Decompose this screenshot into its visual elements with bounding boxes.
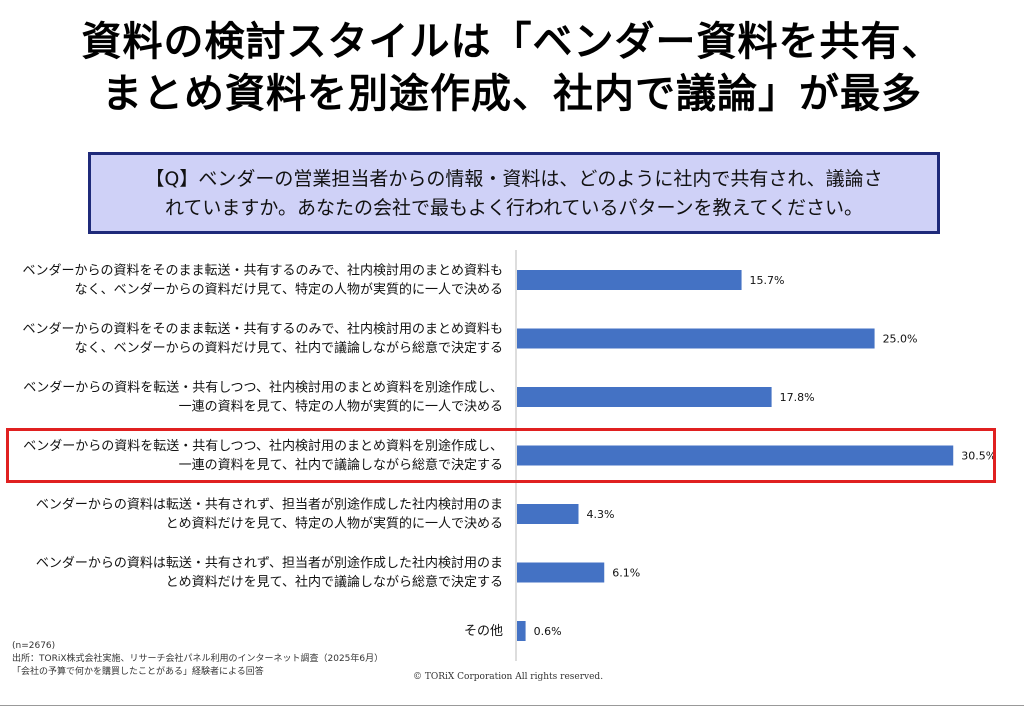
category-label-5-line-2: とめ資料だけを見て、特定の人物が実質的に一人で決める bbox=[166, 516, 503, 532]
question-line-2: れていますか。あなたの会社で最もよく行われているパターンを教えてください。 bbox=[164, 197, 864, 219]
bar-5 bbox=[517, 504, 579, 524]
category-label-6-line-1: ベンダーからの資料は転送・共有されず、担当者が別途作成した社内検討用のま bbox=[36, 555, 503, 571]
highlight-frame bbox=[6, 428, 996, 483]
category-label-7-line-1: その他 bbox=[464, 624, 503, 639]
category-label-4-line-2: 一連の資料を見て、社内で議論しながら総意で決定する bbox=[179, 457, 503, 473]
value-label-1: 15.7% bbox=[750, 274, 785, 287]
value-label-4: 30.5% bbox=[961, 450, 996, 463]
bar-6 bbox=[517, 562, 605, 583]
respondents-note: 「会社の予算で何かを購買したことがある」経験者による回答 bbox=[12, 667, 264, 677]
bar-4 bbox=[517, 445, 954, 466]
value-label-6: 6.1% bbox=[612, 567, 640, 580]
bar-2 bbox=[517, 328, 875, 349]
footer-notes: (n=2676) 出所：TORiX株式会社実施、リサーチ会社パネル利用のインター… bbox=[12, 640, 383, 679]
category-label-1-line-1: ベンダーからの資料をそのまま転送・共有するのみで、社内検討用のまとめ資料も bbox=[23, 263, 503, 279]
value-label-7: 0.6% bbox=[534, 625, 562, 638]
title-line-1: 資料の検討スタイルは「ベンダー資料を共有、 bbox=[81, 19, 943, 65]
title-line-2: まとめ資料を別途作成、社内で議論」が最多 bbox=[102, 71, 922, 117]
category-label-2-line-1: ベンダーからの資料をそのまま転送・共有するのみで、社内検討用のまとめ資料も bbox=[23, 321, 503, 337]
bottom-divider bbox=[0, 705, 1024, 706]
category-label-6-line-2: とめ資料だけを見て、社内で議論しながら総意で決定する bbox=[166, 574, 503, 590]
category-label-3-line-2: 一連の資料を見て、特定の人物が実質的に一人で決める bbox=[179, 399, 503, 415]
copyright-notice: © TORiX Corporation All rights reserved. bbox=[413, 672, 604, 682]
page-title: 資料の検討スタイルは「ベンダー資料を共有、 まとめ資料を別途作成、社内で議論」が… bbox=[0, 16, 1024, 120]
bar-1 bbox=[517, 270, 742, 290]
bar-3 bbox=[517, 387, 772, 407]
category-label-4-line-1: ベンダーからの資料を転送・共有しつつ、社内検討用のまとめ資料を別途作成し、 bbox=[23, 438, 503, 454]
sample-size-note: (n=2676) bbox=[12, 641, 56, 651]
category-label-5-line-1: ベンダーからの資料は転送・共有されず、担当者が別途作成した社内検討用のま bbox=[36, 497, 503, 513]
question-line-1: 【Q】ベンダーの営業担当者からの情報・資料は、どのように社内で共有され、議論さ bbox=[145, 168, 883, 190]
category-label-2-line-2: なく、ベンダーからの資料だけ見て、社内で議論しながら総意で決定する bbox=[75, 340, 503, 356]
category-label-1-line-2: なく、ベンダーからの資料だけ見て、特定の人物が実質的に一人で決める bbox=[75, 282, 503, 298]
question-box: 【Q】ベンダーの営業担当者からの情報・資料は、どのように社内で共有され、議論さ … bbox=[88, 152, 940, 234]
category-label-3-line-1: ベンダーからの資料を転送・共有しつつ、社内検討用のまとめ資料を別途作成し、 bbox=[23, 380, 503, 396]
value-label-5: 4.3% bbox=[587, 508, 615, 521]
bar-chart: 15.7% ベンダーからの資料をそのまま転送・共有するのみで、社内検討用のまとめ資… bbox=[23, 250, 996, 661]
value-label-3: 17.8% bbox=[780, 391, 815, 404]
source-note: 出所：TORiX株式会社実施、リサーチ会社パネル利用のインターネット調査（202… bbox=[12, 654, 384, 664]
bar-7 bbox=[517, 621, 526, 641]
value-label-2: 25.0% bbox=[883, 333, 918, 346]
